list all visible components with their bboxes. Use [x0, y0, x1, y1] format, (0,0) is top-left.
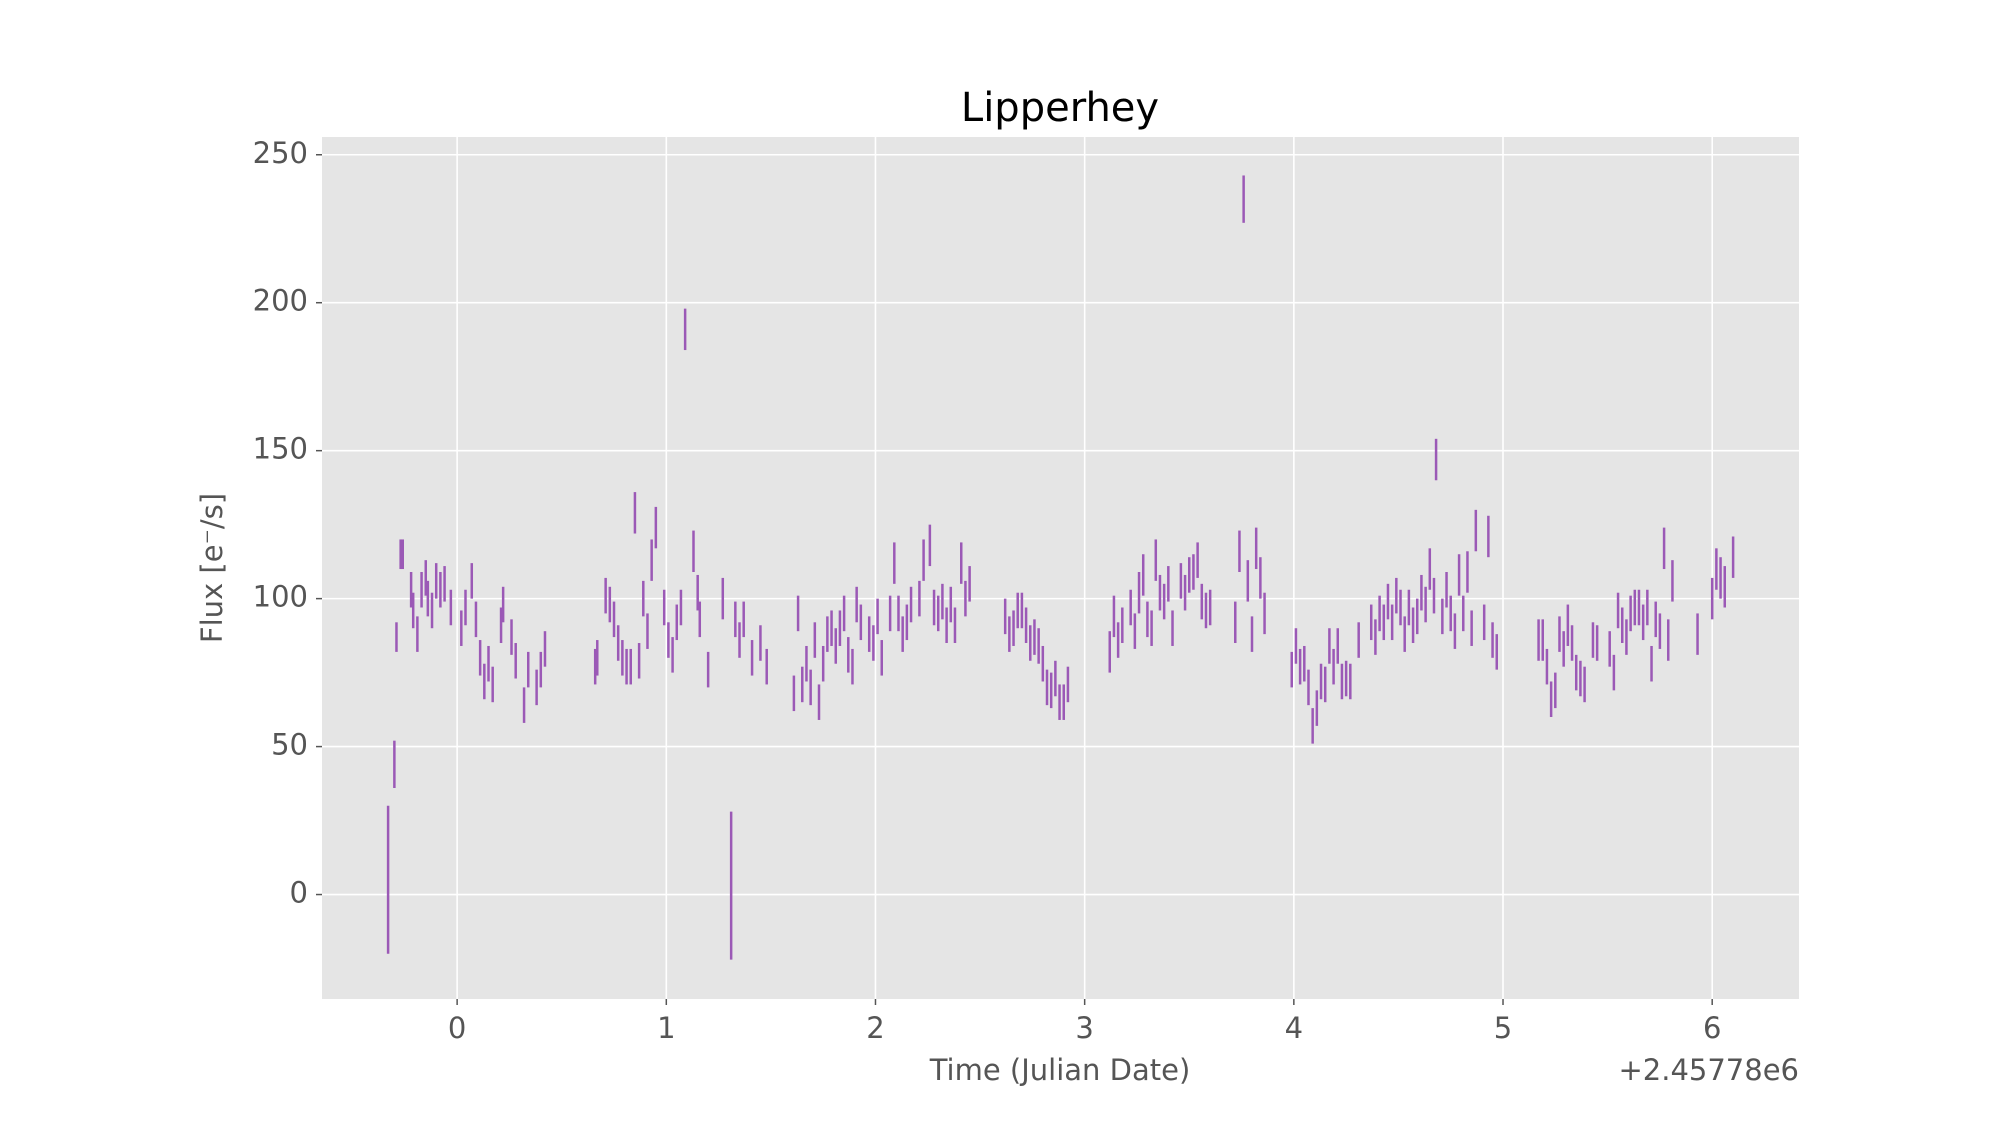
- x-tick-label: 1: [657, 1011, 675, 1045]
- x-tick-label: 3: [1075, 1011, 1093, 1045]
- x-tick-label: 2: [866, 1011, 884, 1045]
- x-offset-label: +2.45778e6: [1618, 1053, 1799, 1087]
- y-axis-label: Flux [e⁻/s]: [195, 493, 229, 643]
- y-tick-label: 100: [253, 580, 308, 614]
- chart-title: Lipperhey: [961, 85, 1159, 131]
- y-tick-label: 50: [271, 728, 308, 762]
- x-tick-label: 4: [1285, 1011, 1303, 1045]
- x-axis-label: Time (Julian Date): [929, 1053, 1191, 1087]
- y-tick-label: 250: [253, 136, 308, 170]
- y-tick-label: 150: [253, 432, 308, 466]
- y-tick-label: 200: [253, 284, 308, 318]
- x-tick-label: 5: [1494, 1011, 1512, 1045]
- x-tick-label: 6: [1703, 1011, 1721, 1045]
- x-tick-label: 0: [448, 1011, 466, 1045]
- y-tick-label: 0: [290, 876, 308, 910]
- plot-area: [322, 137, 1799, 999]
